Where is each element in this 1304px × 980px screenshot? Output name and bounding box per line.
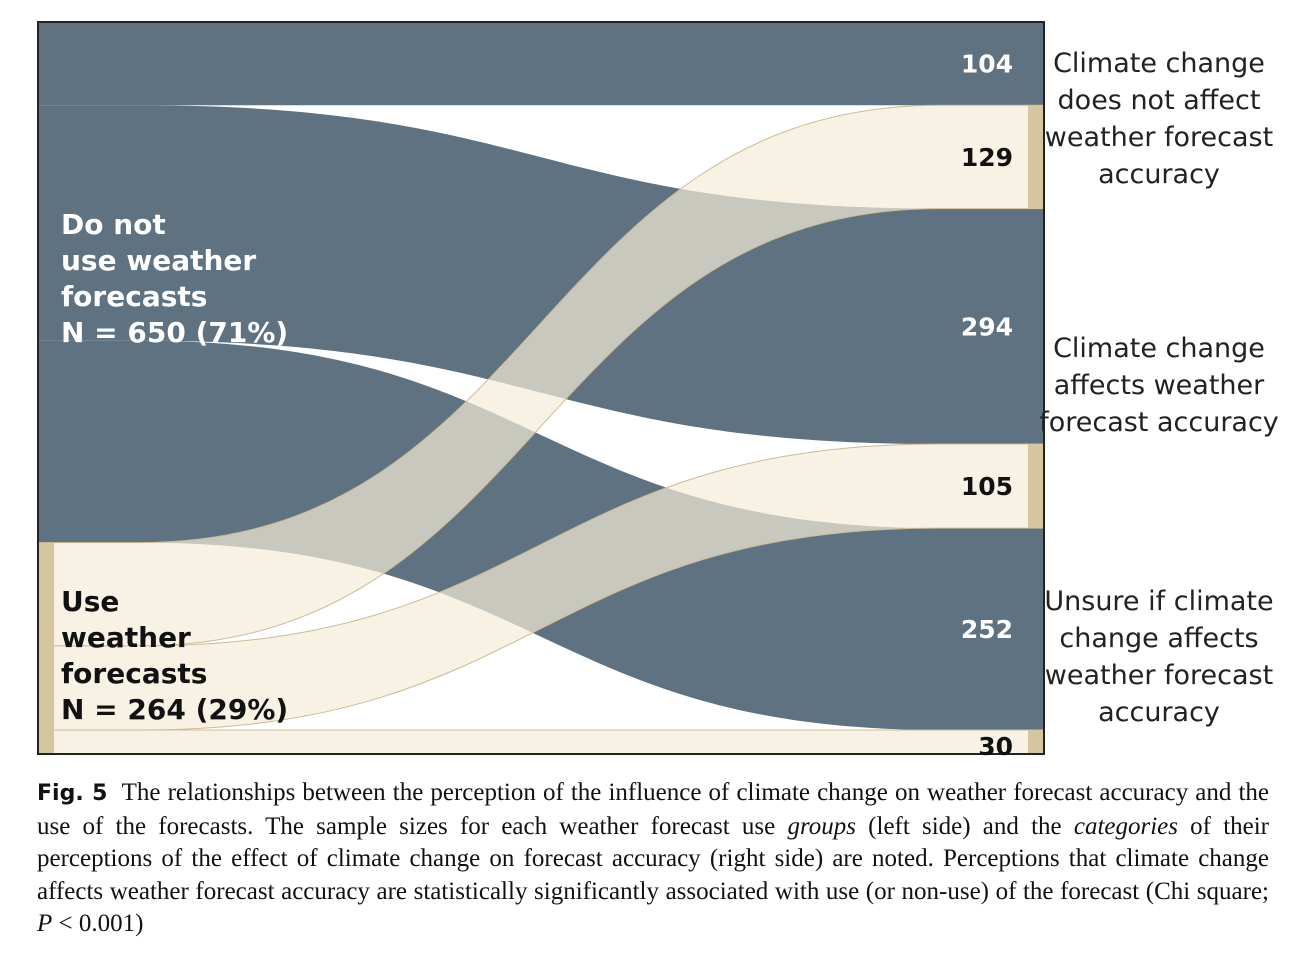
- category-label-line: Climate change: [1053, 48, 1265, 79]
- group-label-line: forecasts: [61, 657, 207, 690]
- caption-seg-3: categories: [1073, 812, 1178, 840]
- group-label-line: forecasts: [61, 280, 207, 313]
- sankey-diagram: Do not use weather forecasts N = 650 (71%) U…: [37, 21, 1279, 760]
- count-nonuse-no_effect: 104: [961, 50, 1013, 79]
- count-use-no_effect: 129: [961, 143, 1013, 172]
- category-label-line: weather forecast: [1045, 122, 1273, 153]
- group-label-line: N = 264 (29%): [61, 693, 288, 726]
- figure-number: Fig. 5: [37, 781, 108, 806]
- caption-seg-2: (left side) and the: [855, 812, 1074, 840]
- category-label-line: forecast accuracy: [1039, 407, 1279, 438]
- flow-nonuse-no_effect: [38, 22, 1044, 106]
- node-bar-use-left: [38, 542, 54, 754]
- flow-use-unsure: [37, 729, 1045, 755]
- group-label-line: use weather: [61, 244, 256, 277]
- category-label-line: change affects: [1059, 623, 1258, 654]
- caption-seg-0: The relationships between the perception…: [37, 779, 1269, 840]
- node-bar-use-effect: [1028, 444, 1044, 529]
- count-nonuse-unsure: 252: [961, 615, 1013, 644]
- category-label-line: Unsure if climate: [1044, 586, 1273, 617]
- node-bar-use-unsure: [1028, 729, 1044, 754]
- flow-nonuse-unsure: [38, 340, 1044, 730]
- category-label-line: weather forecast: [1045, 660, 1273, 691]
- category-label-line: affects weather: [1054, 370, 1265, 401]
- caption-seg-4: of their perceptions of the effect of cl…: [37, 812, 1270, 905]
- caption-seg-6: < 0.001): [52, 910, 144, 937]
- sankey-svg: Do not use weather forecasts N = 650 (71%)U…: [37, 21, 1279, 760]
- group-label-line: Do not: [61, 208, 166, 241]
- category-label-line: accuracy: [1098, 159, 1220, 190]
- group-label-line: weather: [61, 621, 191, 654]
- plot-frame: [37, 21, 1045, 755]
- flow-nonuse-effect: [38, 105, 1044, 445]
- caption-seg-1: groups: [787, 812, 856, 840]
- category-label-no_effect: Climate change does not affect weather for…: [1045, 48, 1273, 190]
- category-label-unsure: Unsure if climate change affects weather f…: [1044, 586, 1273, 728]
- figure-caption: Fig. 5 The relationships between the per…: [37, 777, 1269, 941]
- group-label-nonuse: Do not use weather forecasts N = 650 (71%): [61, 208, 288, 349]
- category-label-line: Climate change: [1053, 333, 1265, 364]
- category-label-effect: Climate change affects weather forecast ac…: [1039, 333, 1279, 438]
- node-bar-use-no_effect: [1028, 105, 1044, 209]
- count-nonuse-effect: 294: [961, 312, 1013, 341]
- group-label-line: Use: [61, 585, 119, 618]
- count-use-effect: 105: [961, 472, 1013, 501]
- group-label-use: Use weather forecasts N = 264 (29%): [61, 585, 288, 726]
- caption-seg-5: P: [37, 910, 53, 937]
- category-label-line: accuracy: [1098, 697, 1220, 728]
- count-use-unsure: 30: [978, 732, 1013, 760]
- group-label-line: N = 650 (71%): [61, 316, 288, 349]
- category-label-line: does not affect: [1058, 85, 1261, 116]
